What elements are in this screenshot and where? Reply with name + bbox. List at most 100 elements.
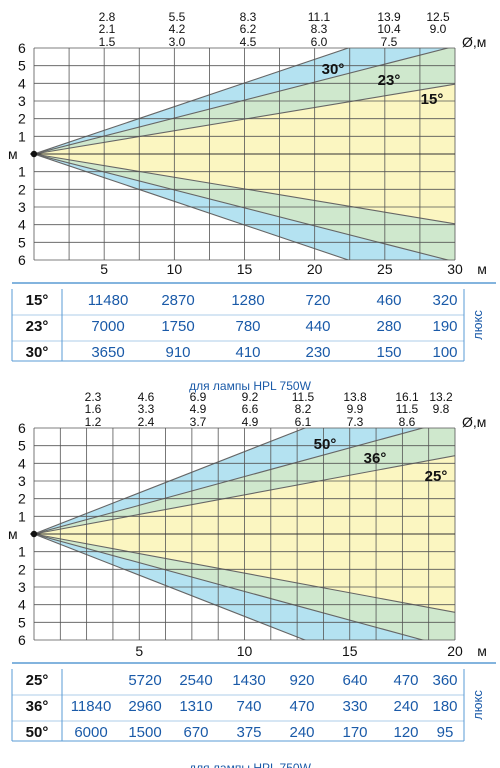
beam-angle-label: 50° [314,436,337,453]
beam-angle-label: 23° [378,72,401,89]
lux-table: 25° 5720 2540 1430 920 640 470 360 36° 11840 2960 1… [11,662,496,768]
y-tick-label: м [8,526,18,542]
lux-unit-label: люкс [470,690,485,720]
lux-value: 11480 [88,292,129,309]
lux-value: 280 [376,318,401,335]
diameter-value: 6.0 [311,35,328,49]
lux-value: 3650 [91,344,124,361]
lux-value: 330 [342,698,367,715]
diameter-value: 13.9 [377,10,401,24]
lux-value: 640 [342,672,367,689]
y-tick-label: 5 [18,234,26,250]
diameter-value: 4.2 [169,22,186,36]
lux-value: 2870 [161,292,194,309]
y-tick-label: 2 [18,181,26,197]
lux-value: 1430 [232,672,265,689]
lux-row-angle: 25° [26,672,49,689]
y-tick-label: 6 [18,420,26,436]
diameter-value: 2.8 [99,10,116,24]
lux-value: 440 [305,318,330,335]
diameter-value: 12.5 [426,10,450,24]
lux-value: 120 [393,724,418,741]
lux-table: 15° 11480 2870 1280 720 460 320 23° 7000 1750 780 4… [11,282,496,393]
x-tick-label: 15 [342,643,358,659]
lux-value: 230 [305,344,330,361]
diameter-value: 7.5 [381,35,398,49]
x-axis-unit: м [477,261,487,277]
y-tick-label: 5 [18,58,26,74]
diameter-value: 4.6 [138,390,155,404]
y-tick-label: 6 [18,252,26,268]
diameter-value: 8.3 [311,22,328,36]
lamp-origin-dot [30,530,38,538]
y-tick-label: 1 [18,164,26,180]
y-tick-label: 2 [18,111,26,127]
lux-value: 1310 [179,698,212,715]
diameter-value: 9.2 [242,390,259,404]
y-tick-label: 4 [18,597,26,613]
y-tick-label: 1 [18,128,26,144]
lux-row-angle: 50° [26,724,49,741]
diameter-value: 3.3 [138,402,155,416]
diameter-value: 7.3 [347,415,364,429]
y-tick-label: 4 [18,217,26,233]
diameter-value: 10.4 [377,22,401,36]
y-tick-label: 4 [18,455,26,471]
lux-value: 1750 [161,318,194,335]
diameter-value: 2.4 [138,415,155,429]
diameter-value: 4.9 [242,415,259,429]
x-tick-label: 5 [100,261,108,277]
x-tick-label: 25 [377,261,393,277]
lux-value: 240 [289,724,314,741]
y-tick-label: 2 [18,491,26,507]
lux-row-angle: 23° [26,318,49,335]
diameter-value: 9.0 [430,22,447,36]
x-tick-label: 30 [447,261,463,277]
lux-value: 920 [289,672,314,689]
diameter-value: 11.5 [396,402,419,416]
diameter-unit: Ø,м [462,414,486,430]
y-tick-label: 1 [18,508,26,524]
beam-angle-label: 30° [322,61,345,78]
diameter-value: 2.1 [99,22,116,36]
lux-value: 7000 [91,318,124,335]
lux-value: 375 [236,724,261,741]
diameter-value: 16.1 [395,390,419,404]
y-tick-label: 2 [18,561,26,577]
diameter-value: 11.1 [308,10,331,24]
lux-value: 180 [432,698,457,715]
lux-value: 1280 [231,292,264,309]
y-tick-label: 4 [18,75,26,91]
diameter-value: 8.3 [240,10,257,24]
y-tick-label: 6 [18,40,26,56]
diameter-value: 9.9 [347,402,364,416]
lux-value: 5720 [128,672,161,689]
lux-value: 240 [393,698,418,715]
diameter-value: 4.5 [240,35,257,49]
lamp-caption: для лампы HPL 750W [189,761,311,768]
lux-value: 170 [342,724,367,741]
lux-value: 470 [393,672,418,689]
lux-value: 460 [376,292,401,309]
lux-value: 470 [289,698,314,715]
diameter-value: 8.2 [295,402,312,416]
lux-row-angle: 30° [26,344,49,361]
diameter-value: 1.5 [99,35,116,49]
diameter-value: 13.8 [343,390,367,404]
y-tick-label: 3 [18,93,26,109]
diameter-value: 6.2 [240,22,257,36]
lux-row-angle: 15° [26,292,49,309]
x-axis-unit: м [477,643,487,659]
x-tick-label: 20 [447,643,463,659]
lux-value: 360 [432,672,457,689]
diameter-value: 8.6 [399,415,416,429]
diameter-value: 11.5 [292,390,315,404]
lux-value: 1500 [128,724,161,741]
diameter-value: 1.2 [85,415,102,429]
x-tick-label: 5 [135,643,143,659]
diameter-value: 3.0 [169,35,186,49]
lux-value: 720 [305,292,330,309]
beam-angle-label: 25° [425,468,448,485]
